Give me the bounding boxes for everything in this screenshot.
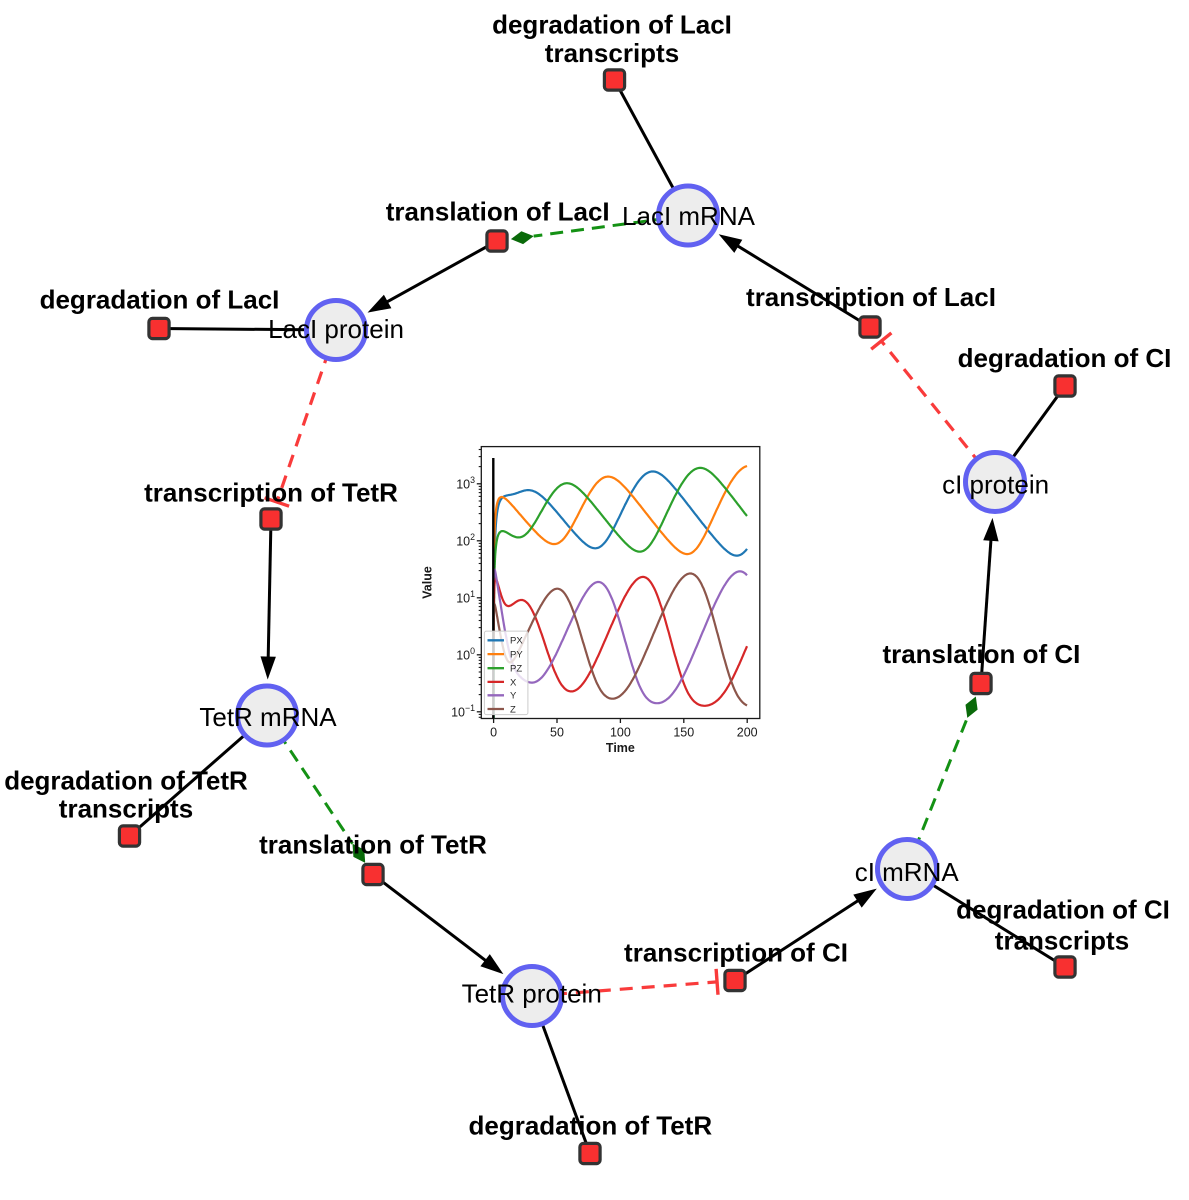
svg-text:Y: Y — [510, 691, 517, 702]
svg-text:100: 100 — [610, 726, 631, 740]
svg-text:transcripts: transcripts — [995, 926, 1129, 956]
svg-text:50: 50 — [550, 726, 564, 740]
svg-text:Z: Z — [510, 704, 516, 715]
svg-text:LacI mRNA: LacI mRNA — [622, 201, 756, 231]
svg-text:LacI protein: LacI protein — [268, 314, 404, 344]
svg-text:Time: Time — [606, 741, 635, 755]
svg-text:PY: PY — [510, 650, 523, 661]
svg-text:translation of LacI: translation of LacI — [386, 197, 610, 227]
svg-text:0: 0 — [490, 726, 497, 740]
svg-text:cI protein: cI protein — [942, 470, 1049, 500]
svg-text:transcription of TetR: transcription of TetR — [144, 478, 398, 508]
svg-text:PZ: PZ — [510, 664, 522, 675]
svg-text:transcripts: transcripts — [545, 38, 679, 68]
svg-text:degradation of LacI: degradation of LacI — [492, 10, 732, 40]
svg-text:TetR mRNA: TetR mRNA — [199, 702, 337, 732]
svg-text:transcripts: transcripts — [59, 794, 193, 824]
svg-text:transcription of LacI: transcription of LacI — [746, 282, 996, 312]
svg-text:TetR protein: TetR protein — [462, 979, 602, 1009]
svg-text:150: 150 — [673, 726, 694, 740]
svg-text:degradation of CI: degradation of CI — [958, 343, 1172, 373]
svg-text:degradation of TetR: degradation of TetR — [4, 765, 248, 795]
svg-text:translation of CI: translation of CI — [882, 639, 1080, 669]
svg-text:degradation of LacI: degradation of LacI — [40, 285, 280, 315]
svg-text:cI mRNA: cI mRNA — [855, 857, 960, 887]
svg-text:degradation of CI: degradation of CI — [956, 895, 1170, 925]
svg-text:translation of TetR: translation of TetR — [259, 829, 487, 859]
svg-text:degradation of TetR: degradation of TetR — [468, 1111, 712, 1141]
svg-text:X: X — [510, 677, 517, 688]
svg-text:200: 200 — [737, 726, 758, 740]
svg-text:Value: Value — [421, 566, 435, 599]
svg-text:transcription of CI: transcription of CI — [624, 938, 848, 968]
svg-text:PX: PX — [510, 636, 523, 647]
